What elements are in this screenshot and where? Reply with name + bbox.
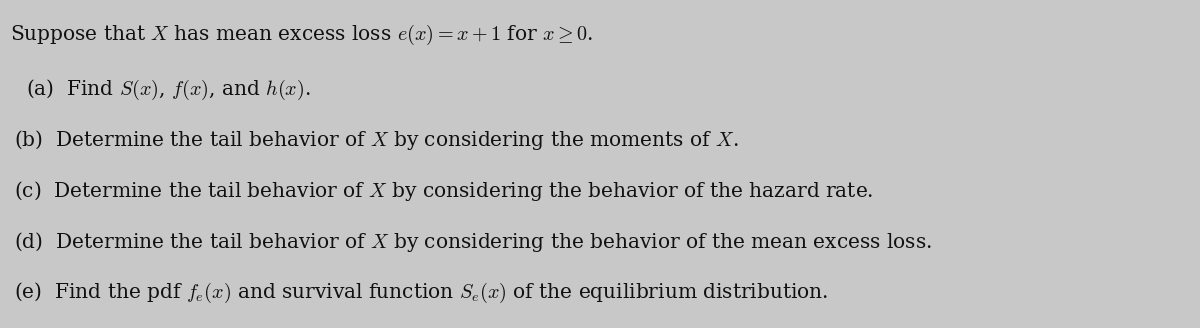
Text: (a)  Find $S(x)$, $f(x)$, and $h(x)$.: (a) Find $S(x)$, $f(x)$, and $h(x)$. <box>26 78 311 102</box>
Text: (d)  Determine the tail behavior of $X$ by considering the behavior of the mean : (d) Determine the tail behavior of $X$ b… <box>14 230 932 254</box>
Text: (e)  Find the pdf $f_e(x)$ and survival function $S_e(x)$ of the equilibrium dis: (e) Find the pdf $f_e(x)$ and survival f… <box>14 280 829 305</box>
Text: (c)  Determine the tail behavior of $X$ by considering the behavior of the hazar: (c) Determine the tail behavior of $X$ b… <box>14 179 874 203</box>
Text: Suppose that $X$ has mean excess loss $e(x) = x + 1$ for $x \geq 0$.: Suppose that $X$ has mean excess loss $e… <box>10 22 593 47</box>
Text: (b)  Determine the tail behavior of $X$ by considering the moments of $X$.: (b) Determine the tail behavior of $X$ b… <box>14 128 739 153</box>
